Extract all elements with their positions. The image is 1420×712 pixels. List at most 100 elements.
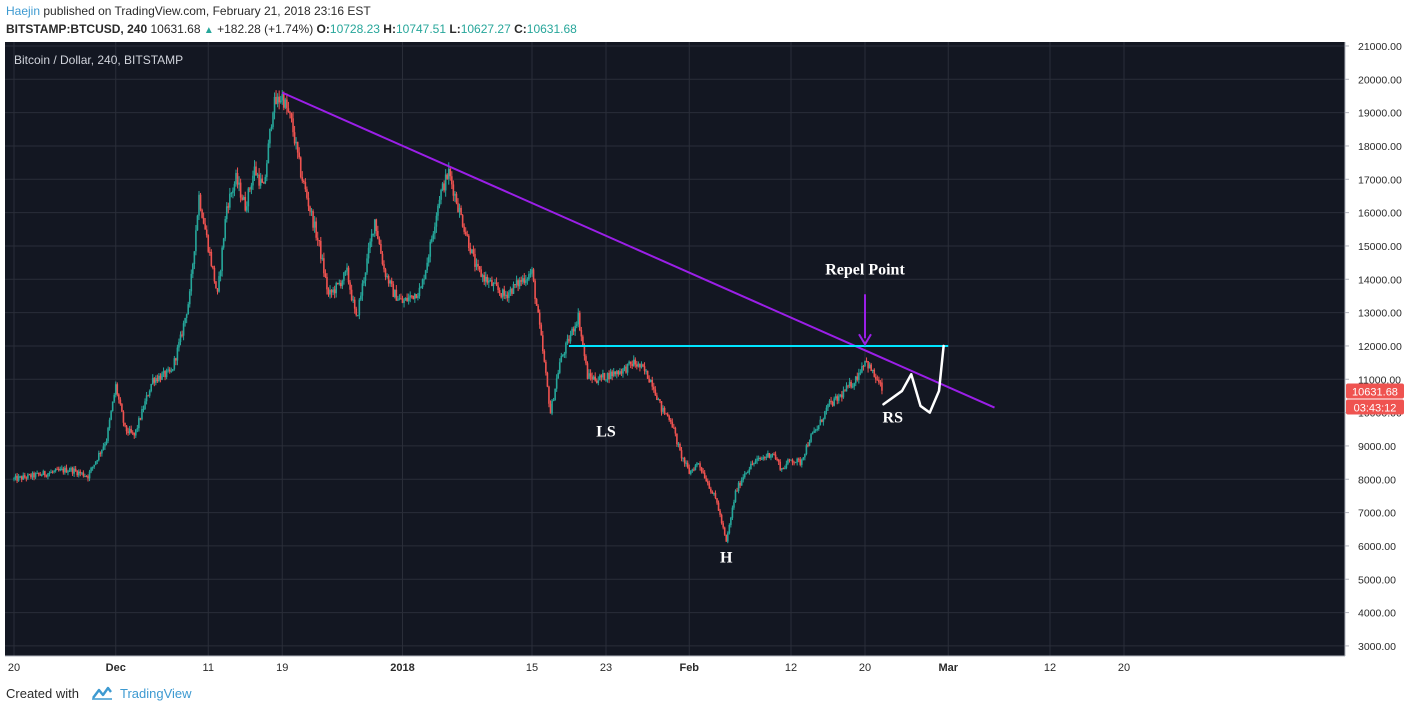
candle-body <box>44 471 46 476</box>
candle-body <box>714 492 717 499</box>
author-link[interactable]: Haejin <box>6 4 41 18</box>
price-tick-label: 16000.00 <box>1358 208 1402 220</box>
candle-body <box>281 93 284 101</box>
candle-body <box>178 342 180 348</box>
candle-body <box>481 275 484 277</box>
candle-body <box>139 418 142 420</box>
candle-body <box>637 363 640 367</box>
candle-body <box>831 401 834 406</box>
candle-body <box>269 128 271 144</box>
candle-body <box>101 449 103 454</box>
candle-body <box>491 280 493 287</box>
candle-body <box>113 394 116 402</box>
candle-body <box>59 468 62 471</box>
candle-body <box>148 390 151 396</box>
candle-body <box>577 312 580 325</box>
candle-body <box>754 460 757 463</box>
candle-body <box>56 468 58 470</box>
candle-body <box>307 197 310 207</box>
candle-body <box>710 488 712 492</box>
candle-body <box>619 371 621 375</box>
candle-body <box>700 467 703 472</box>
candle-body <box>608 373 610 380</box>
candle-body <box>511 288 513 294</box>
candle-body <box>870 364 872 371</box>
candle-body <box>626 363 629 373</box>
candle-body <box>665 413 667 415</box>
candle-body <box>276 96 279 104</box>
candle-body <box>290 113 293 119</box>
candle-body <box>703 472 706 479</box>
candle-body <box>552 400 555 402</box>
candle-body <box>520 280 523 282</box>
candle-body <box>825 407 828 412</box>
candle-body <box>210 251 213 266</box>
candle-body <box>202 217 205 224</box>
candle-body <box>791 459 794 463</box>
candle-body <box>446 174 449 179</box>
chart-area[interactable]: 21000.00 20000.00 19000.00 18000.00 17000.00… <box>5 42 1415 680</box>
candle-body <box>71 467 74 474</box>
candle-body <box>740 480 743 486</box>
candle-body <box>853 383 856 387</box>
candle-body <box>125 425 128 432</box>
candle-body <box>293 132 296 144</box>
candle-body <box>333 289 336 294</box>
candle-body <box>267 143 270 164</box>
candle-body <box>245 206 248 211</box>
candle-body <box>793 462 795 464</box>
candle-body <box>341 280 344 287</box>
time-tick-label: 20 <box>859 662 871 674</box>
candle-body <box>347 267 350 283</box>
candle-body <box>676 433 678 445</box>
candle-body <box>508 292 510 298</box>
candle-body <box>488 280 490 283</box>
time-axis[interactable] <box>5 656 1415 680</box>
candle-body <box>380 243 382 254</box>
candle-body <box>82 472 85 477</box>
repel-arrow-head <box>858 333 872 347</box>
candle-body <box>444 174 447 191</box>
candle-body <box>666 413 669 417</box>
candle-body <box>566 338 569 343</box>
candle-body <box>856 376 859 380</box>
candle-body <box>685 462 687 464</box>
candle-body <box>323 258 325 274</box>
candle-body <box>723 527 726 535</box>
candle-body <box>70 467 72 471</box>
candle-body <box>208 251 211 253</box>
price-tick-label: 3000.00 <box>1358 641 1396 653</box>
candle-body <box>694 465 697 471</box>
candle-body <box>378 238 381 244</box>
candle-body <box>292 118 294 133</box>
candle-body <box>602 373 604 378</box>
candle-body <box>22 475 25 480</box>
candle-body <box>632 359 635 366</box>
annotation-label: Repel Point <box>825 261 905 278</box>
symbol-label[interactable]: BITSTAMP:BTCUSD, 240 <box>6 22 148 36</box>
candle-body <box>215 281 217 289</box>
candle-body <box>642 364 644 367</box>
time-tick-label: 20 <box>1118 662 1130 674</box>
price-chart[interactable]: 21000.00 20000.00 19000.00 18000.00 17000.00… <box>5 42 1415 680</box>
candle-body <box>423 279 425 281</box>
candle-body <box>54 468 57 471</box>
candle-body <box>748 469 751 472</box>
tradingview-link[interactable]: TradingView <box>120 686 192 701</box>
candle-body <box>777 460 780 462</box>
candle-body <box>498 289 501 294</box>
candle-body <box>854 376 857 384</box>
up-arrow-icon: ▲ <box>203 25 214 36</box>
candle-body <box>648 378 650 383</box>
price-axis[interactable] <box>1345 42 1415 656</box>
candle-body <box>205 229 208 236</box>
candle-body <box>230 192 233 194</box>
candle-body <box>36 472 38 474</box>
candle-body <box>107 427 109 442</box>
candle-body <box>565 342 567 354</box>
candle-body <box>501 289 504 298</box>
candle-body <box>201 209 203 218</box>
candle-body <box>278 96 280 103</box>
candle-body <box>834 396 837 399</box>
candle-body <box>600 375 603 378</box>
